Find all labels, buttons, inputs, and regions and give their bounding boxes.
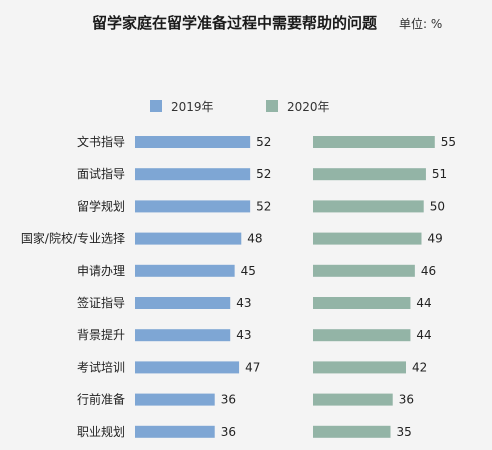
category-label: 留学规划 [77,198,125,213]
bar [135,393,215,406]
bar [135,200,251,213]
category-labels: 文书指导面试指导留学规划国家/院校/专业选择申请办理签证指导背景提升考试培训行前… [21,134,125,439]
bar [135,136,251,148]
category-label: 文书指导 [77,134,125,149]
bar [135,425,215,438]
data-label: 46 [421,264,436,278]
data-label: 36 [399,393,414,407]
data-label: 45 [241,264,256,278]
bar [313,297,411,309]
data-label: 47 [245,360,260,374]
legend-swatch-1 [266,100,278,112]
data-label: 44 [416,296,431,310]
data-label: 42 [412,360,427,374]
bar [135,232,242,245]
unit-label: 单位: % [399,16,442,31]
bar [313,361,406,374]
data-label: 36 [221,393,236,407]
bar [313,329,411,342]
legend: 2019年 2020年 [150,100,330,114]
bar [313,136,435,148]
data-label: 49 [428,232,443,246]
data-label: 35 [397,425,412,439]
data-label: 43 [236,296,251,310]
data-label: 52 [256,135,271,149]
data-label: 50 [430,199,445,213]
legend-swatch-0 [150,100,162,112]
bar [313,168,426,181]
data-label: 52 [256,199,271,213]
category-label: 国家/院校/专业选择 [21,231,125,246]
bar [135,297,231,309]
data-label: 48 [247,232,262,246]
data-label: 52 [256,167,271,181]
data-label: 36 [221,425,236,439]
data-label: 44 [416,328,431,342]
chart-title: 留学家庭在留学准备过程中需要帮助的问题 [92,14,378,32]
legend-label-0: 2019年 [171,100,214,114]
bar [313,232,422,245]
data-label: 51 [432,167,447,181]
category-label: 签证指导 [77,295,125,310]
category-label: 面试指导 [77,166,125,181]
bar [313,264,415,277]
series-2020-bars: 55 51 50 49 46 44 44 42 36 35 [313,135,456,439]
bar [135,168,251,181]
category-label: 考试培训 [77,359,125,374]
bar [135,361,240,374]
bar [313,200,424,213]
series-2019-bars: 52 52 52 48 45 43 43 47 36 36 [135,135,271,439]
data-label: 55 [441,135,456,149]
category-label: 职业规划 [77,424,125,439]
category-label: 申请办理 [77,263,125,278]
bar [135,329,231,342]
category-label: 背景提升 [77,327,125,342]
category-label: 行前准备 [77,392,125,407]
bar [313,425,391,438]
bar [313,393,393,406]
data-label: 43 [236,328,251,342]
bar [135,264,235,277]
legend-label-1: 2020年 [287,100,330,114]
